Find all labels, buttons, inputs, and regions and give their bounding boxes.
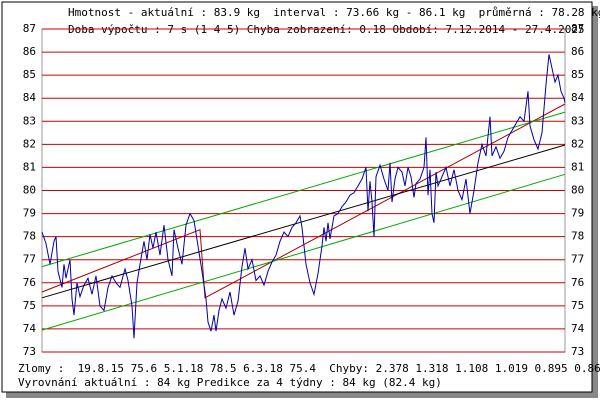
y2-tick-label: 78 [571, 230, 584, 243]
frame [1, 1, 593, 393]
chart-title: Hmotnost - aktuální : 83.9 kg interval :… [68, 6, 600, 19]
y2-tick-label: 81 [571, 160, 584, 173]
y-tick-label: 75 [23, 299, 36, 312]
data-line [41, 54, 566, 339]
y2-tick-label: 83 [571, 114, 584, 127]
y-tick-label: 82 [23, 137, 36, 150]
y-tick-label: 79 [23, 207, 36, 220]
data-line [41, 173, 566, 331]
y-tick-label: 74 [23, 322, 37, 335]
footer-line: Vyrovnání aktuální : 84 kg Predikce za 4… [18, 376, 442, 389]
y-tick-label: 78 [23, 230, 36, 243]
y-tick-label: 80 [23, 184, 36, 197]
y-tick-label: 77 [23, 253, 36, 266]
y2-tick-label: 87 [571, 22, 584, 35]
y2-tick-label: 75 [571, 299, 584, 312]
y-tick-label: 81 [23, 160, 36, 173]
footer-line: Zlomy : 19.8.15 75.6 5.1.18 78.5 6.3.18 … [18, 362, 600, 375]
y2-tick-label: 80 [571, 184, 584, 197]
y2-tick-label: 82 [571, 137, 584, 150]
data-line [41, 144, 566, 299]
y-tick-label: 85 [23, 68, 36, 81]
y-tick-label: 86 [23, 45, 36, 58]
y-tick-label: 84 [23, 91, 37, 104]
y2-tick-label: 79 [571, 207, 584, 220]
y-tick-label: 73 [23, 345, 36, 358]
y2-tick-label: 74 [571, 322, 585, 335]
y2-tick-label: 85 [571, 68, 584, 81]
y2-tick-label: 77 [571, 253, 584, 266]
data-line [41, 103, 566, 299]
y2-tick-label: 84 [571, 91, 585, 104]
y2-tick-label: 73 [571, 345, 584, 358]
y-tick-label: 87 [23, 22, 36, 35]
y-tick-label: 76 [23, 276, 36, 289]
y2-tick-label: 86 [571, 45, 584, 58]
y-tick-label: 83 [23, 114, 36, 127]
y2-tick-label: 76 [571, 276, 584, 289]
data-line [41, 111, 566, 268]
